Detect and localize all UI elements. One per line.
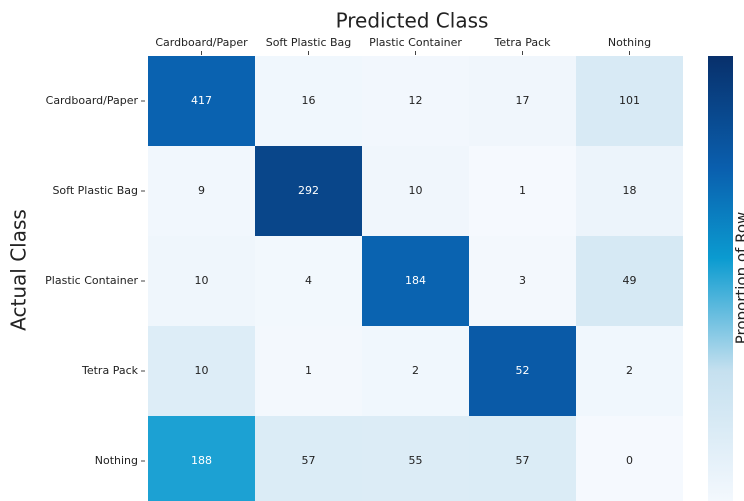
heatmap-cell xyxy=(255,326,362,416)
heatmap-cell xyxy=(576,56,683,146)
cell-label: 417 xyxy=(191,94,212,107)
cell-label: 188 xyxy=(191,454,212,467)
y-tick-label: Plastic Container xyxy=(45,274,138,287)
heatmap-cell xyxy=(255,236,362,326)
heatmap-cell xyxy=(255,56,362,146)
heatmap-cell xyxy=(148,56,255,146)
x-tick-label: Nothing xyxy=(608,36,651,49)
cell-label: 0 xyxy=(626,454,633,467)
heatmap-cell xyxy=(255,146,362,236)
colorbar-label: Proportion of Row xyxy=(733,212,744,345)
heatmap-cell xyxy=(148,416,255,501)
heatmap-cell xyxy=(255,416,362,501)
y-axis-title: Actual Class xyxy=(7,209,31,331)
heatmap-cell xyxy=(362,56,469,146)
heatmap-cell xyxy=(362,326,469,416)
x-tick-label: Plastic Container xyxy=(369,36,462,49)
cell-label: 57 xyxy=(516,454,530,467)
cell-label: 9 xyxy=(198,184,205,197)
cell-label: 55 xyxy=(409,454,423,467)
cell-label: 4 xyxy=(305,274,312,287)
heatmap-cell xyxy=(362,416,469,501)
cell-label: 52 xyxy=(516,364,530,377)
cell-label: 184 xyxy=(405,274,426,287)
cell-label: 10 xyxy=(195,364,209,377)
heatmap-cell xyxy=(148,146,255,236)
x-tick-label: Cardboard/Paper xyxy=(155,36,248,49)
cell-label: 101 xyxy=(619,94,640,107)
heatmap-cell xyxy=(576,236,683,326)
heatmap-cell xyxy=(469,236,576,326)
colorbar xyxy=(708,56,733,501)
y-tick-label: Tetra Pack xyxy=(81,364,139,377)
cell-label: 17 xyxy=(516,94,530,107)
cell-label: 10 xyxy=(409,184,423,197)
x-tick-label: Soft Plastic Bag xyxy=(266,36,352,49)
cell-label: 16 xyxy=(302,94,316,107)
cell-label: 2 xyxy=(626,364,633,377)
heatmap-cell xyxy=(469,416,576,501)
cell-label: 49 xyxy=(623,274,637,287)
heatmap-cell xyxy=(576,416,683,501)
cell-label: 292 xyxy=(298,184,319,197)
heatmap-cell xyxy=(469,326,576,416)
heatmap-cell xyxy=(148,236,255,326)
cell-label: 57 xyxy=(302,454,316,467)
x-axis-title: Predicted Class xyxy=(336,9,489,33)
heatmap-cell xyxy=(362,236,469,326)
y-tick-label: Soft Plastic Bag xyxy=(52,184,138,197)
cell-label: 2 xyxy=(412,364,419,377)
heatmap-cell xyxy=(576,146,683,236)
heatmap-cell xyxy=(362,146,469,236)
cell-label: 18 xyxy=(623,184,637,197)
cell-label: 1 xyxy=(519,184,526,197)
y-tick-label: Cardboard/Paper xyxy=(46,94,139,107)
cell-label: 10 xyxy=(195,274,209,287)
x-tick-label: Tetra Pack xyxy=(494,36,552,49)
y-tick-label: Nothing xyxy=(95,454,138,467)
heatmap-cell xyxy=(469,56,576,146)
cell-label: 1 xyxy=(305,364,312,377)
cell-label: 3 xyxy=(519,274,526,287)
heatmap-cell xyxy=(576,326,683,416)
cell-label: 12 xyxy=(409,94,423,107)
heatmap-cell xyxy=(469,146,576,236)
heatmap-cell xyxy=(148,326,255,416)
